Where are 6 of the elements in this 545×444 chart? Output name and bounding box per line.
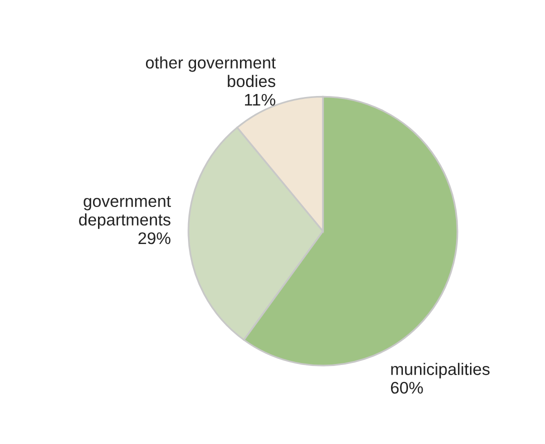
data-label: 29%: [138, 232, 170, 244]
data-label: 11%: [245, 94, 276, 106]
slice-label: other government bodies: [146, 56, 276, 88]
slice-label: municipalities: [391, 362, 490, 378]
data-label: 60%: [390, 382, 423, 394]
slice-label: government departments: [79, 196, 171, 229]
